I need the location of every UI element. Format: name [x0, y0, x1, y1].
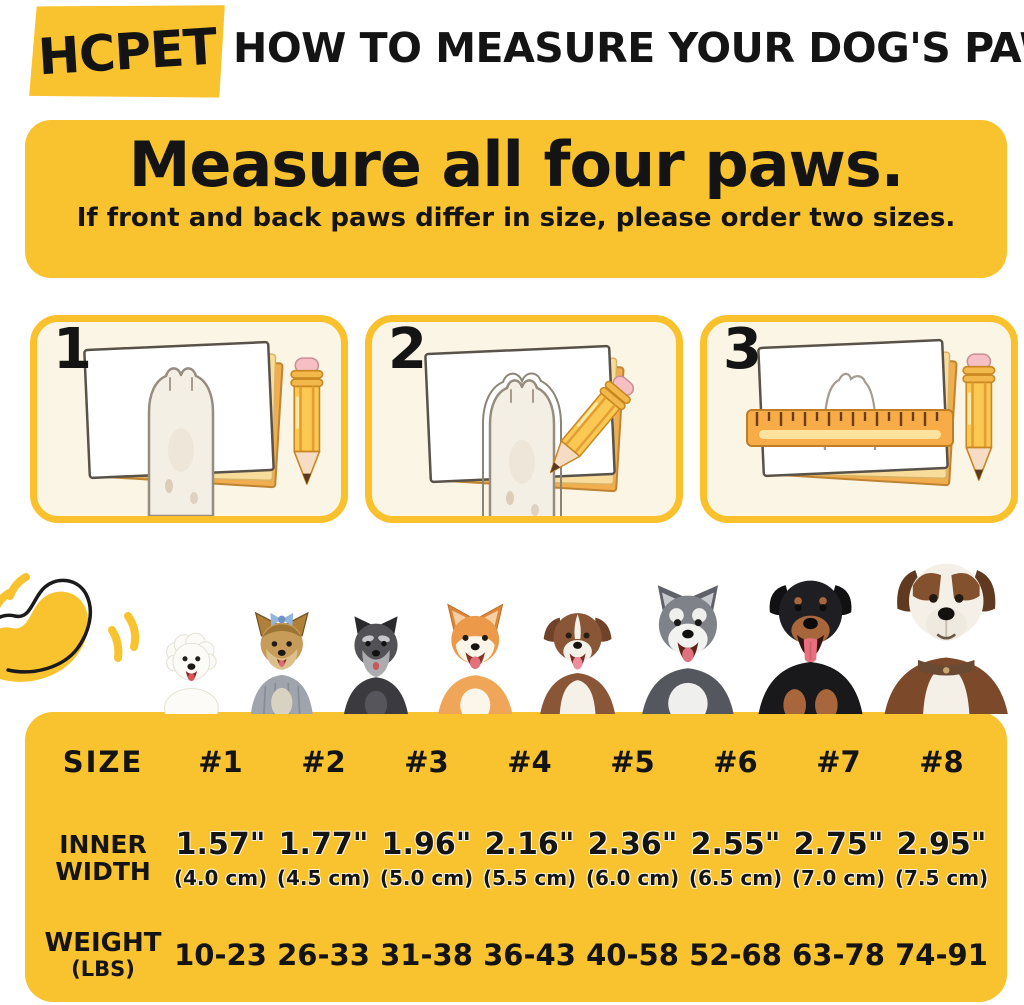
weight-value-5: 40-58	[586, 938, 679, 972]
size-value-8: #8	[919, 745, 964, 779]
size-value-6: #6	[713, 745, 758, 779]
inner-width-row: INNER WIDTH 1.57" (4.0 cm) 1.77" (4.5 cm) …	[37, 804, 993, 912]
dog-photo-rottweiler	[758, 580, 863, 714]
size-row-label: SIZE	[62, 745, 144, 779]
step3-ruler-measure-illustration	[746, 338, 997, 487]
size-chart-table: SIZE #1 #2 #3 #4 #5 #6 #7 #8 INNER WIDTH…	[25, 712, 1007, 1002]
step-number-1: 1	[53, 317, 92, 382]
dog-photo-saint-bernard	[884, 563, 1008, 714]
size-value-1: #1	[198, 745, 243, 779]
step-number-3: 3	[723, 317, 762, 382]
weight-value-3: 31-38	[380, 938, 473, 972]
size-value-7: #7	[816, 745, 861, 779]
step-number-2: 2	[388, 317, 427, 382]
motion-lines-icon	[0, 573, 140, 662]
size-value-3: #3	[404, 745, 449, 779]
dog-photo-bichon-frise	[163, 632, 219, 714]
inner-width-row-label: INNER WIDTH	[55, 830, 151, 886]
weight-value-2: 26-33	[277, 938, 370, 972]
size-value-2: #2	[301, 745, 346, 779]
dog-photo-yorkshire-terrier	[250, 611, 313, 714]
inner-width-value-3: 1.96" (5.0 cm)	[379, 826, 474, 890]
step-panel-1: 1	[30, 315, 348, 523]
inner-width-value-8: 2.95" (7.5 cm)	[894, 826, 989, 890]
weight-value-1: 10-23	[174, 938, 267, 972]
banner-heading: Measure all four paws.	[128, 128, 905, 201]
yellow-swoosh-decoration	[0, 573, 140, 682]
size-value-5: #5	[610, 745, 655, 779]
dog-size-lineup	[156, 547, 1010, 714]
inner-width-value-6: 2.55" (6.5 cm)	[688, 826, 783, 890]
inner-width-value-1: 1.57" (4.0 cm)	[173, 826, 268, 890]
weight-row-label: WEIGHT (LBS)	[44, 928, 162, 981]
weight-value-7: 63-78	[792, 938, 885, 972]
step-panel-3: 3	[700, 315, 1018, 523]
dog-photo-miniature-schnauzer	[344, 616, 409, 714]
inner-width-value-7: 2.75" (7.0 cm)	[791, 826, 886, 890]
inner-width-value-4: 2.16" (5.5 cm)	[482, 826, 577, 890]
brand-logo: HCPET	[27, 1, 227, 102]
page-title: HOW TO MEASURE YOUR DOG'S PAWS	[233, 24, 1024, 72]
banner-subheading: If front and back paws differ in size, p…	[76, 203, 956, 234]
dog-photo-australian-shepherd	[540, 613, 616, 714]
dog-photo-shiba-inu	[437, 603, 512, 714]
brand-logo-text: HCPET	[36, 17, 218, 87]
step2-trace-paw-illustration	[424, 344, 641, 516]
weight-value-8: 74-91	[895, 938, 988, 972]
weight-row: WEIGHT (LBS) 10-23 26-33 31-38 36-43 40-…	[37, 912, 993, 998]
inner-width-value-5: 2.36" (6.0 cm)	[585, 826, 680, 890]
dog-photo-alaskan-malamute	[642, 585, 735, 714]
size-value-4: #4	[507, 745, 552, 779]
ruler-icon	[746, 409, 954, 447]
weight-value-4: 36-43	[483, 938, 576, 972]
step-panel-2: 2	[365, 315, 683, 523]
size-row: SIZE #1 #2 #3 #4 #5 #6 #7 #8	[37, 720, 993, 804]
inner-width-value-2: 1.77" (4.5 cm)	[276, 826, 371, 890]
weight-value-6: 52-68	[689, 938, 782, 972]
measure-banner: Measure all four paws. If front and back…	[25, 120, 1007, 278]
